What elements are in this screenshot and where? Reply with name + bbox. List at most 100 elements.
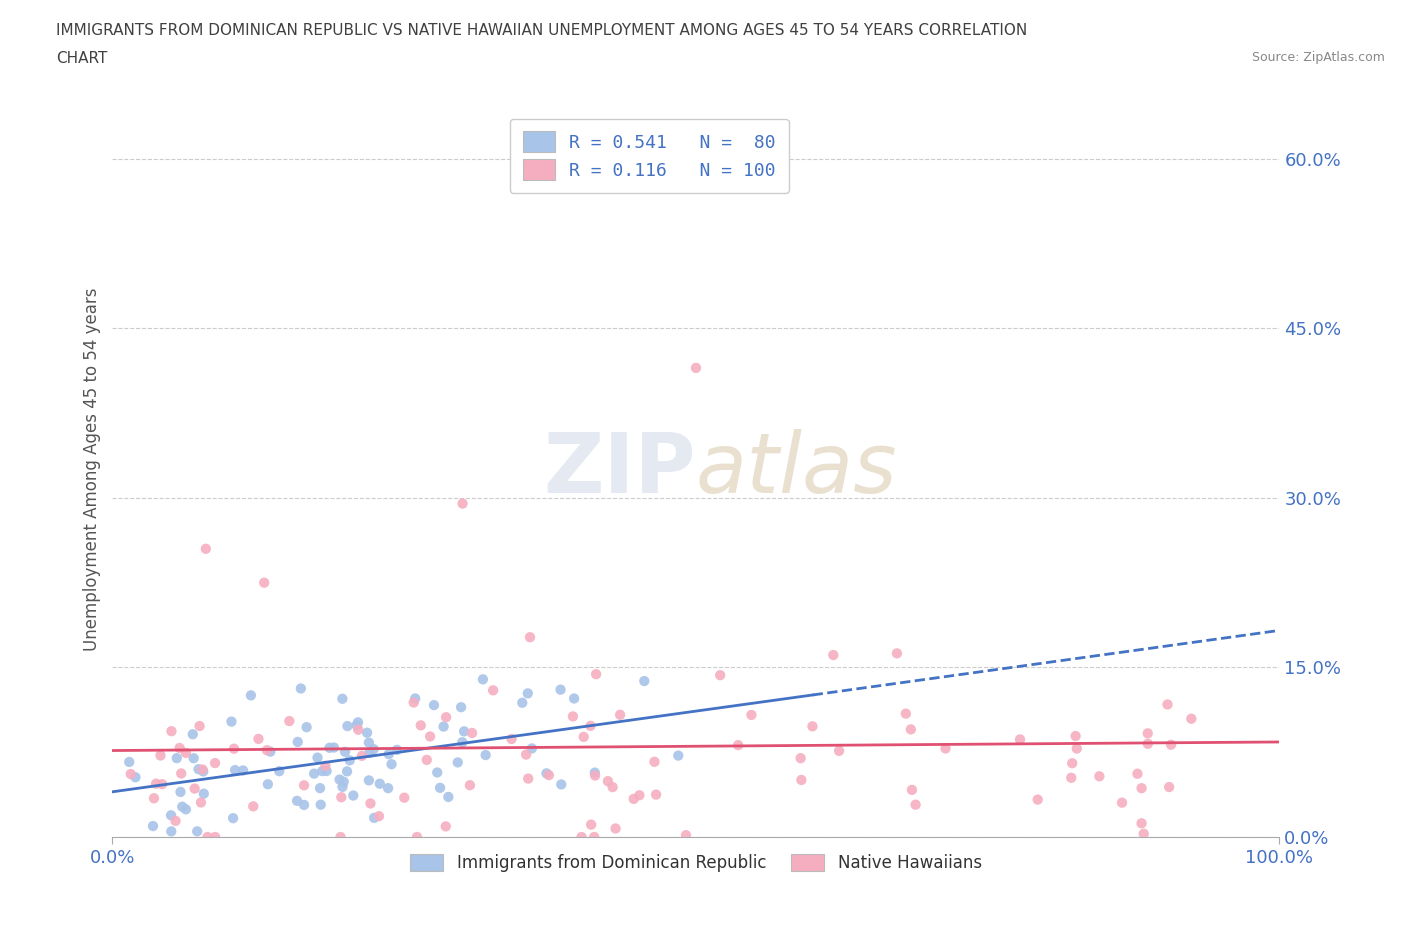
- Point: [423, 698, 446, 712]
- Point: [143, 790, 166, 805]
- Point: [333, 744, 356, 759]
- Point: [1008, 732, 1031, 747]
- Point: [363, 810, 385, 825]
- Point: [318, 740, 340, 755]
- Point: [517, 771, 540, 786]
- Point: [666, 748, 689, 763]
- Point: [828, 743, 851, 758]
- Point: [434, 710, 457, 724]
- Point: [183, 781, 205, 796]
- Point: [259, 744, 281, 759]
- Point: [257, 777, 280, 791]
- Point: [204, 755, 226, 770]
- Point: [434, 819, 457, 834]
- Point: [900, 722, 922, 737]
- Point: [571, 830, 593, 844]
- Point: [886, 646, 908, 661]
- Y-axis label: Unemployment Among Ages 45 to 54 years: Unemployment Among Ages 45 to 54 years: [83, 288, 101, 651]
- Point: [169, 785, 191, 800]
- Point: [1126, 766, 1149, 781]
- Point: [1062, 756, 1084, 771]
- Point: [550, 777, 572, 791]
- Point: [633, 128, 655, 143]
- Point: [515, 747, 537, 762]
- Point: [160, 824, 183, 839]
- Point: [377, 747, 399, 762]
- Point: [342, 788, 364, 803]
- Point: [583, 768, 606, 783]
- Point: [169, 740, 191, 755]
- Point: [222, 811, 245, 826]
- Point: [329, 772, 352, 787]
- Point: [1132, 827, 1154, 842]
- Point: [188, 719, 211, 734]
- Point: [150, 777, 173, 791]
- Point: [322, 740, 344, 755]
- Point: [579, 817, 602, 832]
- Point: [181, 727, 204, 742]
- Point: [562, 691, 585, 706]
- Text: Source: ZipAtlas.com: Source: ZipAtlas.com: [1251, 51, 1385, 64]
- Point: [149, 748, 172, 763]
- Point: [1130, 781, 1153, 796]
- Point: [447, 755, 470, 770]
- Text: atlas: atlas: [696, 429, 897, 511]
- Point: [197, 830, 219, 844]
- Point: [685, 361, 707, 376]
- Point: [309, 780, 332, 795]
- Point: [450, 699, 472, 714]
- Point: [583, 765, 606, 780]
- Point: [377, 780, 399, 795]
- Point: [402, 695, 425, 710]
- Point: [242, 799, 264, 814]
- Point: [536, 766, 558, 781]
- Point: [1160, 737, 1182, 752]
- Point: [357, 773, 380, 788]
- Point: [302, 766, 325, 781]
- Point: [239, 688, 262, 703]
- Point: [458, 777, 481, 792]
- Point: [142, 818, 165, 833]
- Point: [901, 782, 924, 797]
- Point: [633, 673, 655, 688]
- Point: [406, 830, 429, 844]
- Point: [145, 777, 167, 791]
- Text: ZIP: ZIP: [544, 429, 696, 511]
- Point: [1064, 728, 1087, 743]
- Text: IMMIGRANTS FROM DOMINICAN REPUBLIC VS NATIVE HAWAIIAN UNEMPLOYMENT AMONG AGES 45: IMMIGRANTS FROM DOMINICAN REPUBLIC VS NA…: [56, 23, 1028, 38]
- Point: [643, 754, 665, 769]
- Point: [404, 691, 426, 706]
- Point: [894, 706, 917, 721]
- Point: [170, 766, 193, 781]
- Point: [186, 824, 208, 839]
- Point: [501, 732, 523, 747]
- Point: [247, 731, 270, 746]
- Point: [278, 713, 301, 728]
- Point: [823, 647, 845, 662]
- Point: [253, 576, 276, 591]
- Point: [187, 762, 209, 777]
- Point: [520, 741, 543, 756]
- Point: [451, 735, 474, 750]
- Point: [347, 715, 370, 730]
- Point: [572, 729, 595, 744]
- Point: [380, 757, 402, 772]
- Point: [583, 830, 606, 844]
- Point: [350, 749, 373, 764]
- Point: [191, 762, 214, 777]
- Point: [330, 790, 353, 804]
- Point: [174, 802, 197, 817]
- Point: [287, 735, 309, 750]
- Point: [709, 668, 731, 683]
- Point: [1159, 779, 1181, 794]
- Point: [628, 788, 651, 803]
- Point: [471, 671, 494, 686]
- Point: [190, 795, 212, 810]
- Point: [285, 793, 308, 808]
- Point: [585, 667, 607, 682]
- Point: [359, 796, 381, 811]
- Point: [329, 830, 352, 844]
- Point: [193, 764, 215, 778]
- Point: [1156, 697, 1178, 711]
- Point: [482, 683, 505, 698]
